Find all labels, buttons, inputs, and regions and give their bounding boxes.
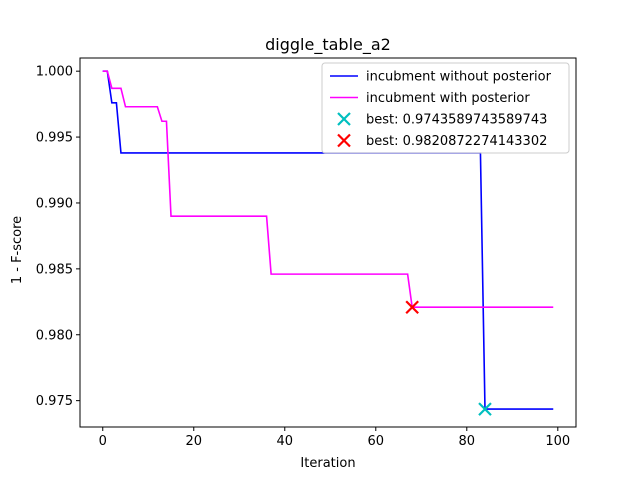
x-tick-label: 80 xyxy=(459,434,476,449)
plot-frame xyxy=(79,57,577,428)
x-tick-label: 40 xyxy=(276,434,293,449)
legend-label: incubment without posterior xyxy=(366,70,552,85)
x-tick-label: 100 xyxy=(545,434,570,449)
chart-title: diggle_table_a2 xyxy=(265,35,391,55)
y-tick-label: 1.000 xyxy=(36,65,73,80)
best-marker-1 xyxy=(478,402,492,416)
x-tick-label: 20 xyxy=(185,434,202,449)
best-marker-2 xyxy=(405,300,419,315)
legend-box xyxy=(321,62,570,154)
x-axis-label: Iteration xyxy=(300,456,355,471)
x-tick-label: 0 xyxy=(99,434,107,449)
y-tick-label: 0.985 xyxy=(36,262,73,277)
legend-symbol xyxy=(337,112,351,126)
y-axis-ticks: 0.975 0.980 0.985 0.990 0.995 1.000 xyxy=(36,65,80,409)
series-line-2 xyxy=(102,70,554,309)
y-axis-label: 1 - F-score xyxy=(10,216,25,284)
y-tick-label: 0.980 xyxy=(36,328,73,343)
x-axis-ticks: 0 20 40 60 80 100 xyxy=(99,427,570,449)
legend-label: best: 0.9743589743589743 xyxy=(366,113,547,128)
marker-layer xyxy=(405,300,492,416)
x-tick-label: 60 xyxy=(368,434,385,449)
y-tick-label: 0.990 xyxy=(36,196,73,211)
legend-label: best: 0.9820872274143302 xyxy=(366,134,547,149)
y-tick-label: 0.995 xyxy=(36,131,73,146)
legend-label: incubment with posterior xyxy=(366,91,530,106)
legend: incubment without posterior incubment wit… xyxy=(321,62,570,154)
legend-symbol xyxy=(337,133,351,148)
y-tick-label: 0.975 xyxy=(36,394,73,409)
series-layer xyxy=(102,70,554,410)
